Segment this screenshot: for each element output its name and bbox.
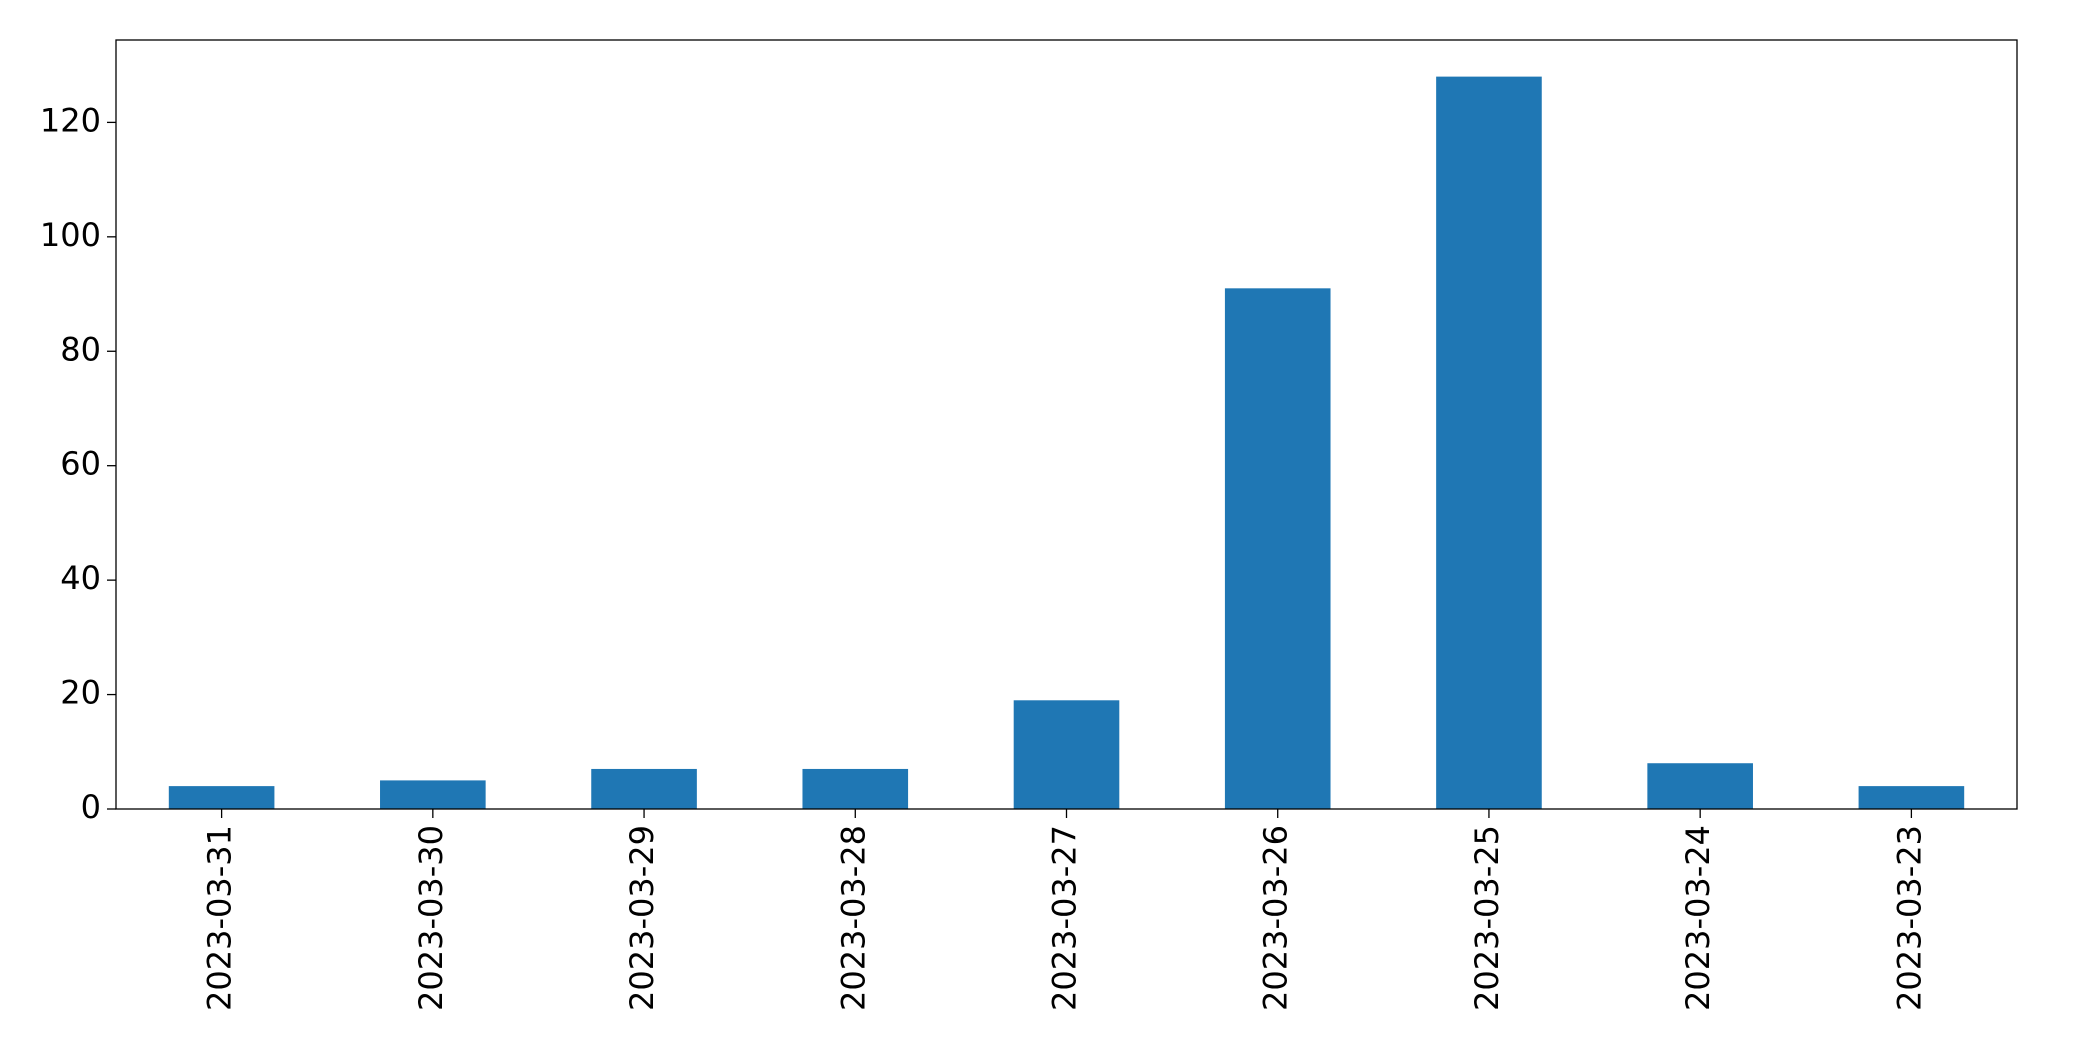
x-tick-label: 2023-03-30 xyxy=(412,825,450,1011)
y-tick-label: 120 xyxy=(40,101,101,139)
bar xyxy=(591,768,697,809)
x-tick-label: 2023-03-28 xyxy=(834,825,872,1011)
x-tick-label: 2023-03-31 xyxy=(201,825,239,1011)
x-tick-label: 2023-03-29 xyxy=(623,825,661,1011)
x-tick-label: 2023-03-26 xyxy=(1257,825,1295,1011)
y-tick-label: 40 xyxy=(60,559,101,597)
y-tick-label: 100 xyxy=(40,216,101,254)
x-tick-label: 2023-03-25 xyxy=(1468,825,1506,1011)
y-tick-label: 80 xyxy=(60,330,101,368)
bar xyxy=(1013,700,1120,809)
bar xyxy=(802,768,909,809)
x-tick-label: 2023-03-23 xyxy=(1890,825,1928,1011)
bar xyxy=(1436,76,1542,810)
y-tick-label: 20 xyxy=(60,674,101,712)
y-tick-label: 0 xyxy=(81,788,101,826)
bar xyxy=(168,786,275,809)
plot-frame xyxy=(115,39,2018,810)
bar xyxy=(1858,786,1965,809)
x-tick-label: 2023-03-27 xyxy=(1046,825,1084,1011)
x-tick-label: 2023-03-24 xyxy=(1679,825,1717,1011)
bar xyxy=(1224,288,1331,810)
y-tick-label: 60 xyxy=(60,445,101,483)
bar xyxy=(1647,763,1753,809)
bar xyxy=(380,780,486,809)
